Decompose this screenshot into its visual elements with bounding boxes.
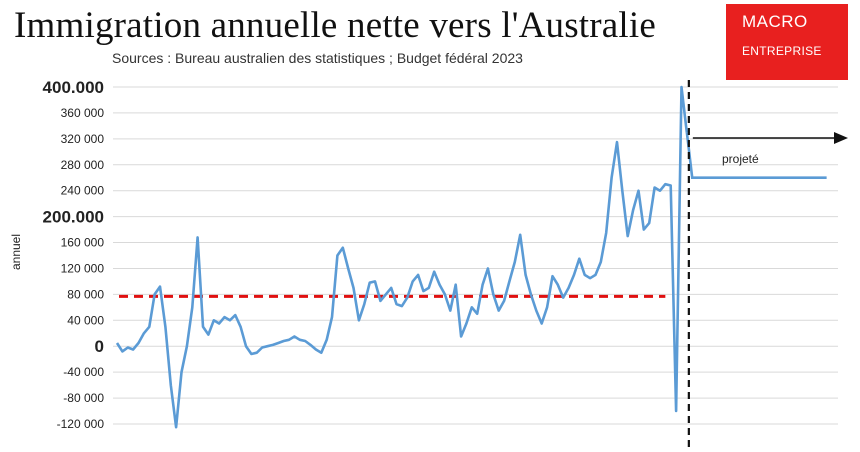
y-tick-label: -120 000: [57, 417, 105, 431]
y-tick-label: 160 000: [61, 236, 105, 250]
chart-subtitle: Sources : Bureau australien des statisti…: [112, 50, 523, 66]
y-axis-label: annuel: [9, 234, 23, 270]
y-tick-label: 360 000: [61, 106, 105, 120]
y-tick-label: 320 000: [61, 132, 105, 146]
projected-line: [685, 132, 827, 180]
y-tick-label: 400.000: [43, 78, 104, 97]
y-tick-label: 120 000: [61, 261, 105, 275]
projected-label: projeté: [722, 152, 759, 166]
logo-line1: MACRO: [742, 12, 808, 31]
projection-arrowhead: [834, 132, 848, 144]
series-line: [115, 85, 689, 429]
grid-lines: [113, 86, 838, 425]
y-tick-label: 200.000: [43, 208, 104, 227]
macro-entreprise-logo[interactable]: MACRO ENTREPRISE: [726, 4, 848, 80]
y-tick-label: 40 000: [67, 313, 104, 327]
logo-line2: ENTREPRISE: [742, 44, 822, 58]
y-tick-label: -80 000: [63, 391, 104, 405]
y-tick-label: 240 000: [61, 184, 105, 198]
y-tick-label: -40 000: [63, 365, 104, 379]
y-tick-label: 0: [95, 337, 104, 356]
y-axis-ticks: 400.000 360 000 320 000 280 000 240 000 200.0…: [43, 78, 105, 431]
chart-title: Immigration annuelle nette vers l'Austra…: [14, 5, 657, 46]
y-tick-label: 280 000: [61, 158, 105, 172]
y-tick-label: 80 000: [67, 287, 104, 301]
